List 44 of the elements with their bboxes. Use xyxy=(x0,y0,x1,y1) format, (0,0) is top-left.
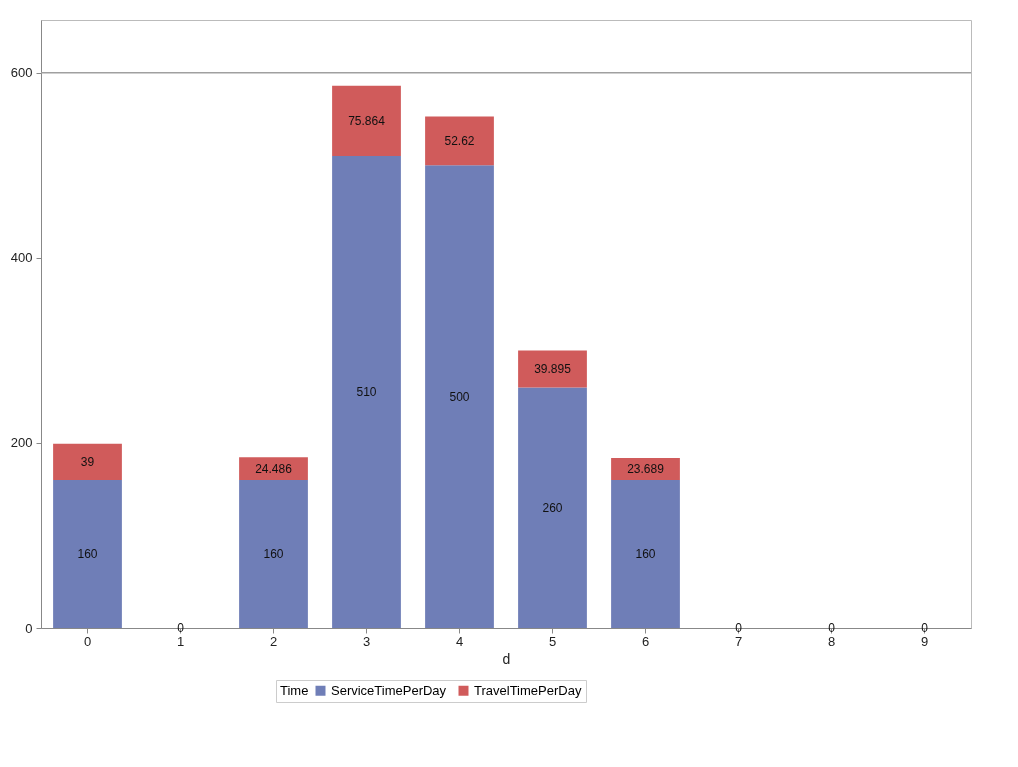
bar xyxy=(611,479,680,628)
data-label: 0 xyxy=(921,621,929,635)
x-tick-label: 6 xyxy=(641,633,650,649)
x-tick-label: 3 xyxy=(362,633,371,649)
legend-title: Time xyxy=(280,683,309,698)
data-label: 39.895 xyxy=(534,361,572,376)
data-label: 260 xyxy=(542,500,563,515)
data-label: 39 xyxy=(80,454,95,469)
x-tick-label: 9 xyxy=(920,633,929,649)
data-label: 0 xyxy=(177,621,185,635)
y-tick-label: 600 xyxy=(10,65,33,81)
data-label: 52.62 xyxy=(444,133,475,148)
data-label: 160 xyxy=(77,546,98,561)
data-label: 0 xyxy=(735,621,743,635)
data-label: 24.486 xyxy=(255,461,293,476)
bar xyxy=(53,443,122,480)
x-axis-title: d xyxy=(502,650,511,667)
x-tick-label: 8 xyxy=(827,633,836,649)
data-label: 23.689 xyxy=(627,461,665,476)
x-tick-label: 4 xyxy=(455,633,464,649)
data-label: 160 xyxy=(263,546,284,561)
y-tick-label: 200 xyxy=(10,435,33,451)
y-tick-label: 0 xyxy=(25,620,33,636)
data-label: 500 xyxy=(449,389,470,404)
bar xyxy=(518,387,587,628)
data-label: 75.864 xyxy=(348,113,386,128)
x-tick-label: 1 xyxy=(176,633,185,649)
bar xyxy=(518,350,587,388)
legend-label: ServiceTimePerDay xyxy=(331,682,447,698)
bar xyxy=(425,116,494,166)
x-tick-label: 7 xyxy=(734,633,743,649)
x-tick-label: 5 xyxy=(548,633,557,649)
bar xyxy=(425,165,494,628)
legend-label: TravelTimePerDay xyxy=(474,682,582,698)
x-tick-label: 2 xyxy=(269,633,278,649)
data-label: 510 xyxy=(356,385,377,400)
data-label: 0 xyxy=(828,621,836,635)
y-tick-label: 400 xyxy=(10,250,33,266)
bar xyxy=(332,85,401,157)
bar xyxy=(239,479,308,628)
bar xyxy=(332,156,401,628)
x-tick-label: 0 xyxy=(83,633,92,649)
bar xyxy=(53,479,122,628)
data-label: 160 xyxy=(635,546,656,561)
